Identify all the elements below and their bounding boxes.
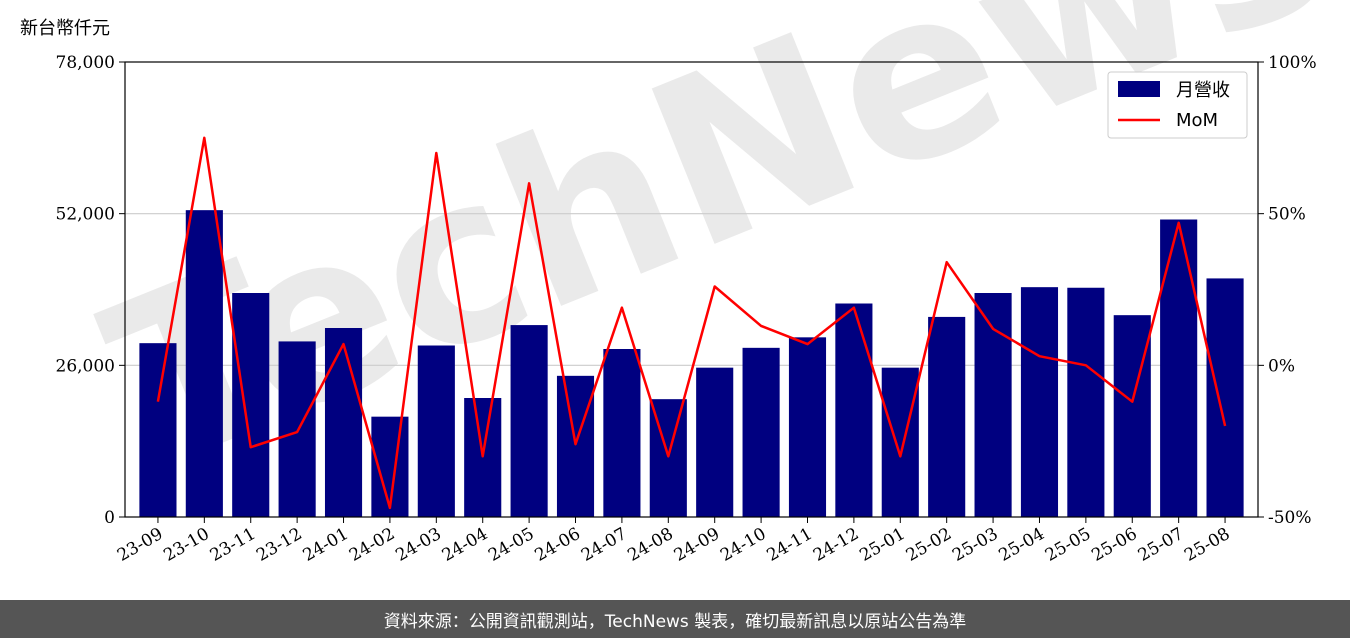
x-tick-label: 25-02	[903, 524, 955, 566]
x-tick-labels: 23-0923-1023-1123-1224-0124-0224-0324-04…	[114, 524, 1234, 566]
legend: 月營收 MoM	[1107, 71, 1248, 139]
x-tick-label: 24-01	[300, 524, 352, 566]
x-tick-label: 25-08	[1181, 524, 1233, 566]
legend-label-mom: MoM	[1176, 110, 1218, 131]
x-tick-label: 23-10	[160, 524, 212, 566]
bar	[1020, 287, 1059, 517]
bar	[139, 343, 177, 517]
bar	[1160, 219, 1198, 517]
bar	[1206, 278, 1244, 517]
y-right-tick-label: 0%	[1268, 356, 1295, 376]
mom-line	[156, 136, 1227, 510]
x-tick-label: 24-02	[346, 524, 398, 566]
x-tick-label: 24-10	[717, 524, 769, 566]
x-tick-label: 24-04	[439, 524, 491, 566]
x-tick-label: 24-07	[578, 524, 630, 566]
x-tick-label: 25-06	[1088, 524, 1140, 566]
bar	[417, 345, 455, 517]
y-left-tick-label: 78,000	[56, 53, 115, 73]
x-tick-label: 25-03	[949, 524, 1001, 566]
footer-source-note: 資料來源：公開資訊觀測站，TechNews 製表，確切最新訊息以原站公告為準	[0, 600, 1350, 638]
bar	[696, 367, 734, 517]
x-tick-label: 23-11	[207, 524, 259, 566]
bar	[881, 367, 919, 517]
bar	[974, 293, 1012, 517]
bar	[232, 293, 270, 517]
bar	[928, 316, 966, 517]
x-tick-label: 24-11	[764, 524, 816, 566]
x-tick-label: 25-07	[1135, 524, 1187, 566]
x-tick-label: 24-05	[485, 524, 537, 566]
chart: TechNews 新台幣仟元 23-0923-1023-1123-1224-01…	[20, 0, 1350, 566]
x-tick-label: 24-08	[624, 524, 676, 566]
bar	[835, 303, 873, 517]
y-left-tick-label: 26,000	[56, 356, 115, 376]
bar	[603, 349, 641, 517]
bar	[556, 375, 595, 517]
bar	[278, 341, 316, 517]
x-tick-label: 25-04	[996, 524, 1048, 566]
legend-label-revenue: 月營收	[1176, 80, 1230, 101]
x-tick-label: 24-12	[810, 524, 862, 566]
x-tick-label: 24-06	[532, 524, 584, 566]
bar	[324, 328, 363, 517]
x-tick-label: 24-03	[392, 524, 444, 566]
y-right-tick-label: 50%	[1268, 205, 1306, 225]
y-left-tick-label: 52,000	[56, 205, 115, 225]
y-axis-unit-label: 新台幣仟元	[20, 18, 110, 39]
line-series	[156, 136, 1227, 510]
x-tick-label: 23-12	[253, 524, 305, 566]
axes	[119, 61, 1264, 523]
x-tick-label: 25-05	[1042, 524, 1094, 566]
plot-frame	[124, 61, 1259, 518]
bar	[1067, 287, 1105, 517]
x-tick-label: 23-09	[114, 524, 166, 566]
bar	[1113, 315, 1151, 517]
bar	[788, 337, 827, 517]
x-tick-label: 25-01	[856, 524, 908, 566]
y-right-tick-labels: -50% 0% 50% 100%	[1268, 53, 1317, 528]
legend-swatch-bar	[1118, 81, 1160, 97]
bar	[185, 210, 223, 517]
y-left-tick-label: 0	[104, 508, 115, 528]
footer-text: 資料來源：公開資訊觀測站，TechNews 製表，確切最新訊息以原站公告為準	[383, 611, 967, 632]
bar	[510, 325, 548, 517]
y-left-tick-labels: 0 26,000 52,000 78,000	[56, 53, 115, 528]
bar	[742, 347, 780, 517]
x-tick-label: 24-09	[671, 524, 723, 566]
y-right-tick-label: -50%	[1268, 508, 1312, 528]
y-right-tick-label: 100%	[1268, 53, 1317, 73]
